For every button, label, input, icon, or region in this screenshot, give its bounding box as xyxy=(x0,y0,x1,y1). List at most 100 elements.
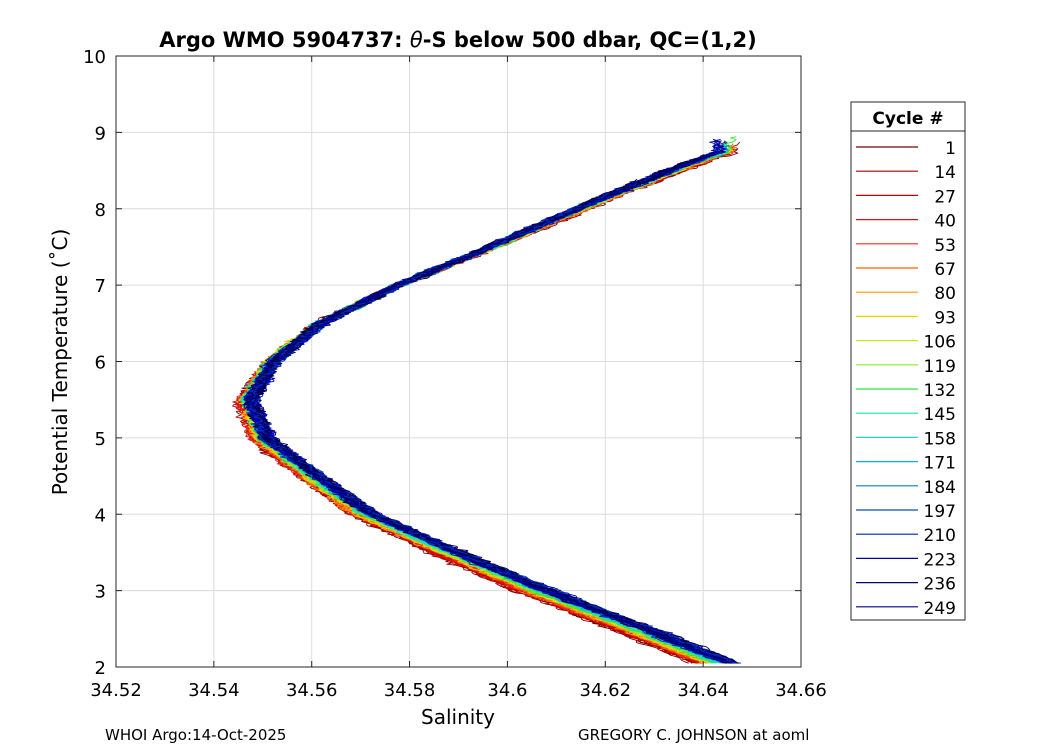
series-line-236 xyxy=(252,147,740,664)
series-line-171 xyxy=(246,148,729,664)
series-line-67 xyxy=(237,143,734,664)
y-axis-label: Potential Temperature (˚C) xyxy=(48,229,72,496)
legend-item-label: 210 xyxy=(924,526,956,546)
series-line-93 xyxy=(245,168,708,664)
series-line-late xyxy=(249,176,739,664)
series-line-171 xyxy=(245,161,725,664)
series-line-14 xyxy=(237,156,717,664)
series-line-27 xyxy=(232,151,726,664)
series-line-223 xyxy=(245,166,732,664)
legend-item-label: 53 xyxy=(934,236,956,256)
legend-item-label: 67 xyxy=(934,260,956,280)
series-line-late xyxy=(249,141,733,664)
legend-item-label: 132 xyxy=(924,381,956,401)
series-line-106 xyxy=(242,154,719,664)
series-line-late xyxy=(247,157,728,664)
series-line-132 xyxy=(245,160,713,664)
series-line-67 xyxy=(242,148,734,664)
legend-item-label: 106 xyxy=(924,333,956,353)
series-line-145 xyxy=(241,144,728,664)
y-tick-label: 5 xyxy=(95,429,106,450)
legend-item-label: 1 xyxy=(945,139,956,159)
series-line-late xyxy=(243,151,732,664)
series-line-53 xyxy=(241,148,733,664)
x-tick-label: 34.56 xyxy=(286,680,338,701)
y-tick-label: 3 xyxy=(95,582,106,603)
chart-title-suffix: -S below 500 dbar, QC=(1,2) xyxy=(423,28,757,52)
series-line-late xyxy=(248,152,731,664)
x-axis-label: Salinity xyxy=(421,705,495,729)
series-line-late xyxy=(249,152,736,664)
series-line-53 xyxy=(238,166,705,664)
series-line-late xyxy=(248,155,739,664)
y-tick-label: 8 xyxy=(95,200,106,221)
series-line-171 xyxy=(245,145,728,664)
series-line-223 xyxy=(248,184,734,664)
x-tick-label: 34.64 xyxy=(677,680,729,701)
series-line-late xyxy=(248,145,739,664)
series-line-40 xyxy=(235,163,700,664)
legend-item-label: 158 xyxy=(924,429,956,449)
x-tick-label: 34.52 xyxy=(90,680,142,701)
series-line-27 xyxy=(235,151,735,664)
series-line-67 xyxy=(243,160,707,664)
series-line-late xyxy=(246,140,728,664)
series-line-late xyxy=(244,162,732,664)
legend-item-label: 145 xyxy=(924,405,956,425)
series-line-40 xyxy=(241,154,722,664)
series-line-late xyxy=(247,147,736,664)
series-line-158 xyxy=(241,143,728,664)
series-line-119 xyxy=(246,149,726,664)
y-tick-label: 4 xyxy=(95,505,106,526)
y-tick-label: 2 xyxy=(95,658,106,679)
grid xyxy=(115,55,802,668)
series-line-93 xyxy=(243,160,704,664)
series-line-132 xyxy=(246,140,733,664)
series-line-late xyxy=(247,151,732,664)
axis-ticks: 34.52 34.54 34.56 34.58 34.6 34.62 34.64 34.66 2… xyxy=(83,47,827,701)
series-line-210 xyxy=(244,163,733,664)
series-line-93 xyxy=(238,148,734,664)
chart-title: Argo WMO 5904737: θ-S below 500 dbar, QC… xyxy=(159,28,756,52)
series-line-late xyxy=(250,151,735,664)
x-tick-label: 34.54 xyxy=(188,680,240,701)
legend-item-label: 249 xyxy=(924,599,956,619)
series-line-158 xyxy=(244,156,724,664)
series-line-210 xyxy=(251,158,733,664)
legend-item-label: 197 xyxy=(924,502,956,522)
legend-item-label: 119 xyxy=(924,357,956,377)
series-line-197 xyxy=(245,159,726,664)
legend-title: Cycle # xyxy=(872,109,943,129)
series-line-14 xyxy=(238,173,697,664)
series-line-80 xyxy=(240,158,712,664)
legend-item-label: 80 xyxy=(934,284,956,304)
series-line-249 xyxy=(246,156,738,664)
legend-item-label: 40 xyxy=(934,212,956,232)
series-line-236 xyxy=(251,185,737,664)
series-line-late xyxy=(243,158,730,664)
y-tick-label: 9 xyxy=(95,123,106,144)
series-line-1 xyxy=(239,148,739,664)
legend-item-label: 223 xyxy=(924,550,956,570)
series-line-184 xyxy=(247,144,730,664)
legend-item-label: 93 xyxy=(934,308,956,328)
series-line-late xyxy=(244,151,731,664)
series-line-late xyxy=(248,141,736,664)
x-tick-label: 34.58 xyxy=(384,680,436,701)
series-line-late xyxy=(247,184,742,664)
legend-item-label: 171 xyxy=(924,454,956,474)
series-line-late xyxy=(245,138,732,664)
series-line-249 xyxy=(245,138,734,664)
series-line-late xyxy=(247,154,728,664)
series-line-14 xyxy=(238,141,741,664)
legend-item-label: 184 xyxy=(924,478,956,498)
x-tick-label: 34.66 xyxy=(775,680,827,701)
series-line-40 xyxy=(236,151,734,664)
plot-data xyxy=(232,136,742,664)
series-line-80 xyxy=(241,145,737,664)
series-line-106 xyxy=(247,168,711,664)
legend-item-label: 27 xyxy=(934,187,956,207)
legend-item-label: 236 xyxy=(924,575,956,595)
series-line-late xyxy=(246,162,731,664)
series-line-late xyxy=(251,154,739,664)
